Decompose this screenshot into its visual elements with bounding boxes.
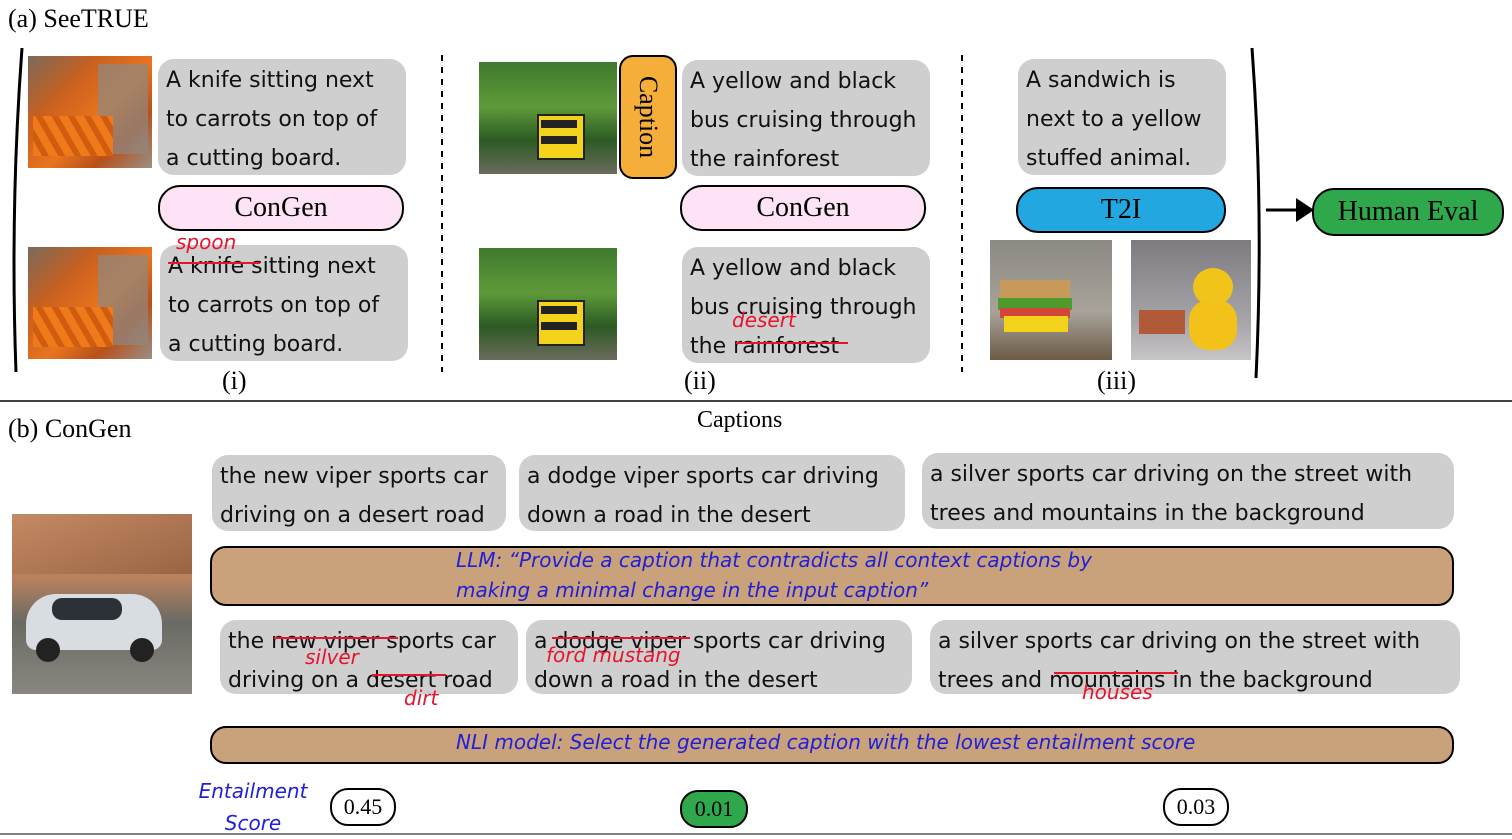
sandwich-image-1: [990, 240, 1112, 360]
car-image: [12, 514, 192, 694]
score-2-highlighted: 0.01: [680, 790, 748, 828]
strike-dodge-viper: [552, 637, 690, 639]
edit-desert: desert: [732, 308, 796, 332]
entailment-score-label: Entailment Score: [198, 779, 308, 835]
bus-image-2: [479, 248, 617, 360]
congen-pill-i: ConGen: [158, 185, 404, 231]
strike-knife: [168, 262, 260, 264]
left-bracket: [12, 47, 24, 373]
label-ii: (ii): [684, 366, 716, 395]
label-iii: (iii): [1097, 366, 1136, 395]
generated-caption-1: the new viper sports car driving on a de…: [220, 620, 518, 694]
llm-prompt-line-1: LLM: “Provide a caption that contradicts…: [456, 548, 1092, 572]
strike-new-viper: [274, 637, 398, 639]
score-1: 0.45: [330, 788, 396, 826]
caption-bubble-ii-bottom: A yellow and black bus cruising through …: [682, 247, 930, 363]
strike-mountains: [1054, 672, 1178, 674]
llm-prompt-line-2: making a minimal change in the input cap…: [456, 578, 929, 602]
strike-desert: [372, 674, 446, 676]
nli-prompt-bar: [210, 726, 1454, 764]
t2i-pill: T2I: [1016, 187, 1226, 233]
strike-rainforest: [736, 342, 848, 344]
caption-bubble-i-top: A knife sitting next to carrots on top o…: [158, 59, 406, 175]
right-bracket: [1250, 47, 1261, 379]
bus-image: [479, 62, 617, 174]
edit-ford-mustang: ford mustang: [546, 643, 681, 667]
caption-bubble-i-bottom: A knife sitting next to carrots on top o…: [160, 245, 408, 361]
human-eval-pill: Human Eval: [1312, 188, 1504, 236]
edit-silver: silver: [305, 645, 359, 669]
caption-bubble-iii: A sandwich is next to a yellow stuffed a…: [1018, 59, 1226, 175]
context-caption-1: the new viper sports car driving on a de…: [212, 455, 506, 531]
generated-caption-2: a dodge viper sports car driving down a …: [526, 620, 912, 694]
edit-dirt: dirt: [404, 686, 439, 710]
bottom-rule: [0, 833, 1512, 835]
caption-tag: Caption: [619, 55, 677, 179]
llm-prompt-bar: [210, 546, 1454, 606]
carrots-image: [28, 56, 152, 168]
caption-bubble-ii-top: A yellow and black bus cruising through …: [682, 60, 930, 176]
edit-houses: houses: [1082, 680, 1153, 704]
teddy-image: [1131, 240, 1251, 360]
section-b-title: (b) ConGen: [8, 414, 132, 443]
captions-heading: Captions: [697, 407, 783, 433]
arrow-head: [1296, 198, 1314, 222]
section-a-title: (a) SeeTRUE: [8, 4, 149, 33]
score-3: 0.03: [1163, 788, 1229, 826]
nli-prompt: NLI model: Select the generated caption …: [456, 730, 1196, 754]
context-caption-2: a dodge viper sports car driving down a …: [519, 455, 905, 531]
edit-spoon: spoon: [176, 230, 237, 254]
carrots-image-2: [28, 247, 152, 359]
generated-caption-3: a silver sports car driving on the stree…: [930, 620, 1460, 694]
congen-pill-ii: ConGen: [680, 185, 926, 231]
context-caption-3: a silver sports car driving on the stree…: [922, 453, 1454, 529]
label-i: (i): [222, 366, 247, 395]
